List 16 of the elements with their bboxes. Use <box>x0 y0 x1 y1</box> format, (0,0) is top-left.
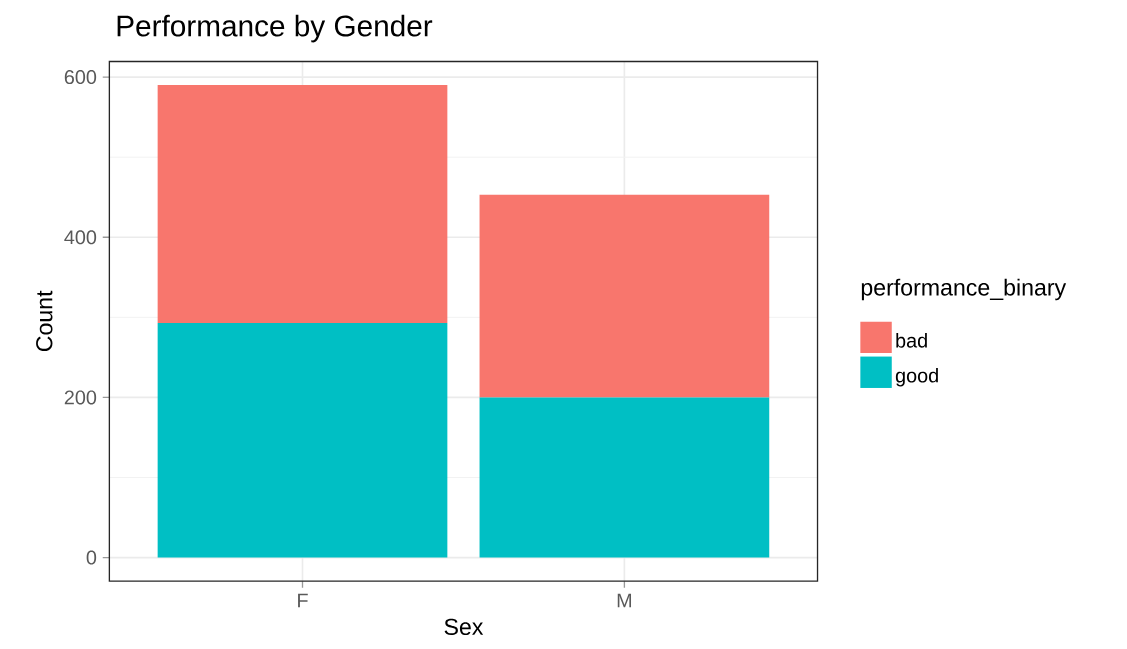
chart-title: Performance by Gender <box>117 14 433 43</box>
y-tick-label: 600 <box>64 70 97 85</box>
legend-title: performance_binary <box>861 278 1067 301</box>
x-tick-label: M <box>617 593 632 608</box>
legend-label: good <box>895 368 938 387</box>
y-tick-label: 200 <box>64 390 97 405</box>
x-axis-title: Sex <box>444 618 484 636</box>
bar <box>479 397 770 558</box>
y-tick-label: 400 <box>64 230 97 245</box>
x-tick-label: F <box>298 593 308 608</box>
bar <box>479 195 770 398</box>
legend-label: bad <box>896 333 927 348</box>
bar <box>157 85 448 324</box>
bar <box>157 323 448 558</box>
y-axis-title: Count <box>36 290 53 352</box>
y-tick-label: 0 <box>86 550 97 565</box>
